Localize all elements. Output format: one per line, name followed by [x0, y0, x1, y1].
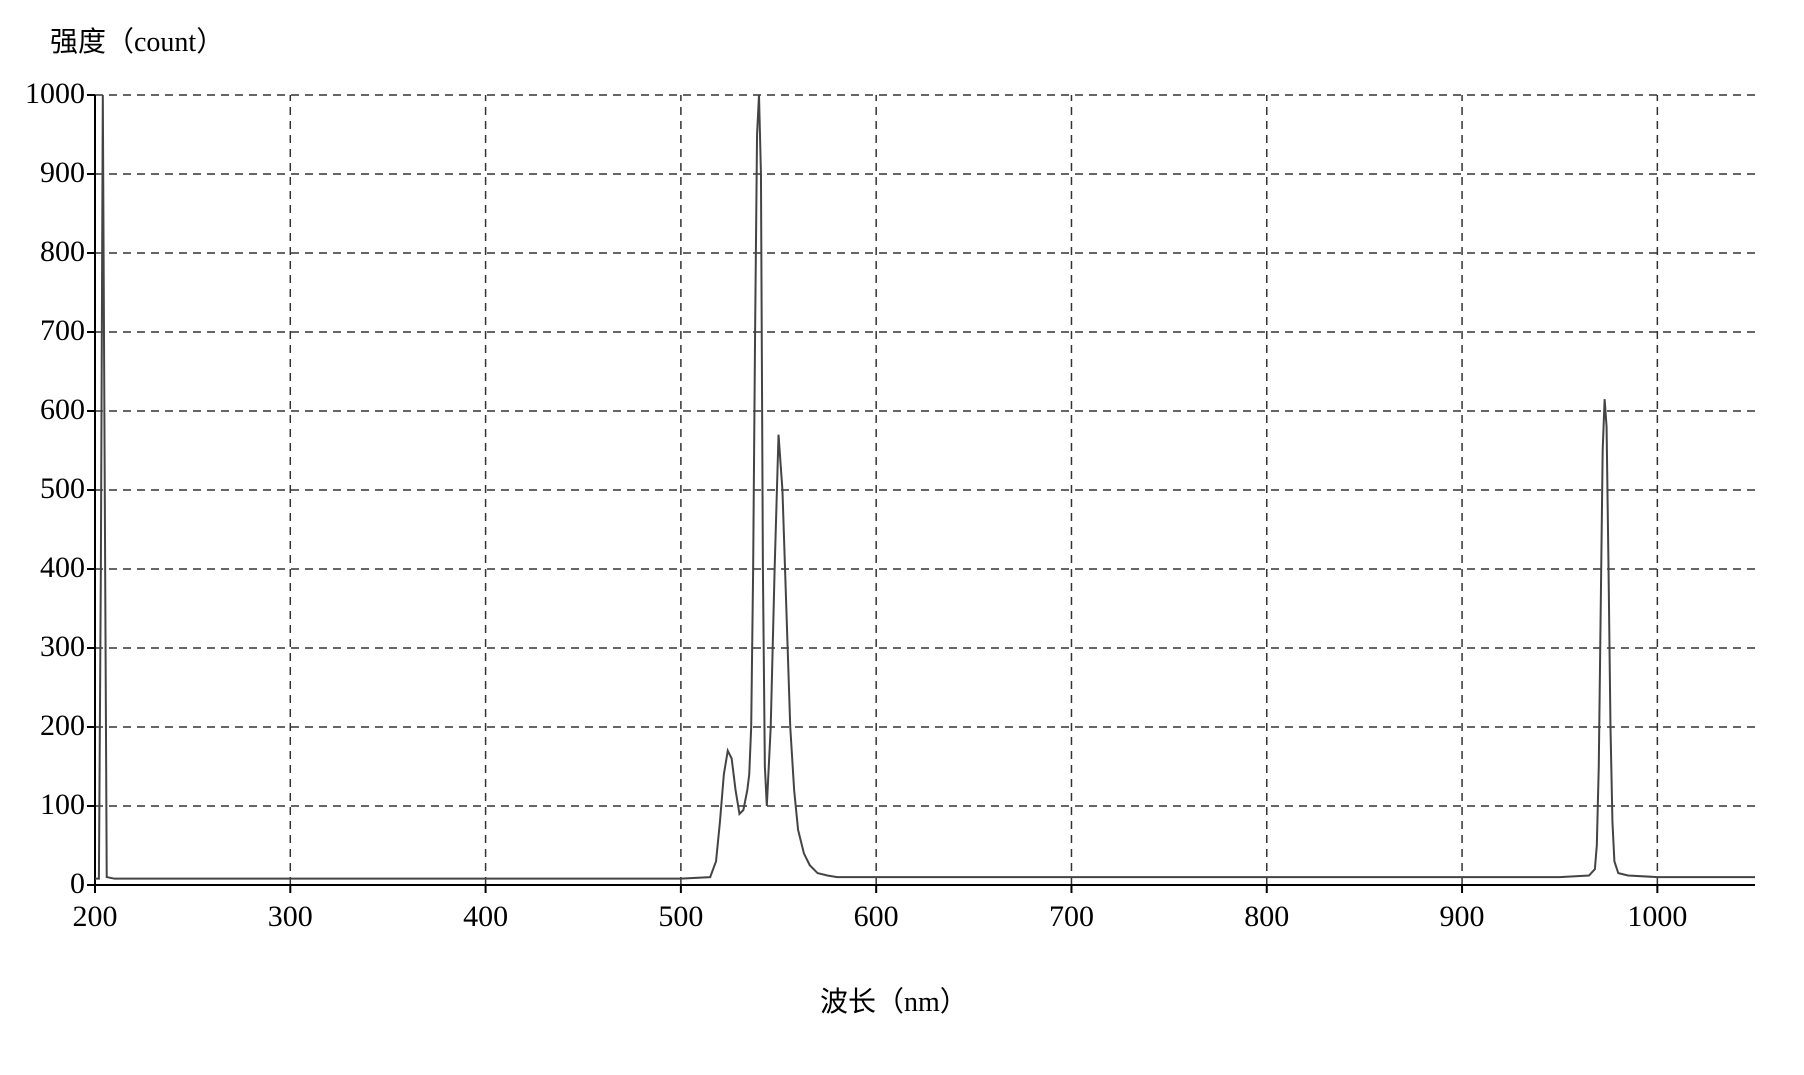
plot-area	[0, 0, 1804, 1075]
spectrum-chart: 强度（count） 波长（nm） 01002003004005006007008…	[0, 0, 1804, 1075]
